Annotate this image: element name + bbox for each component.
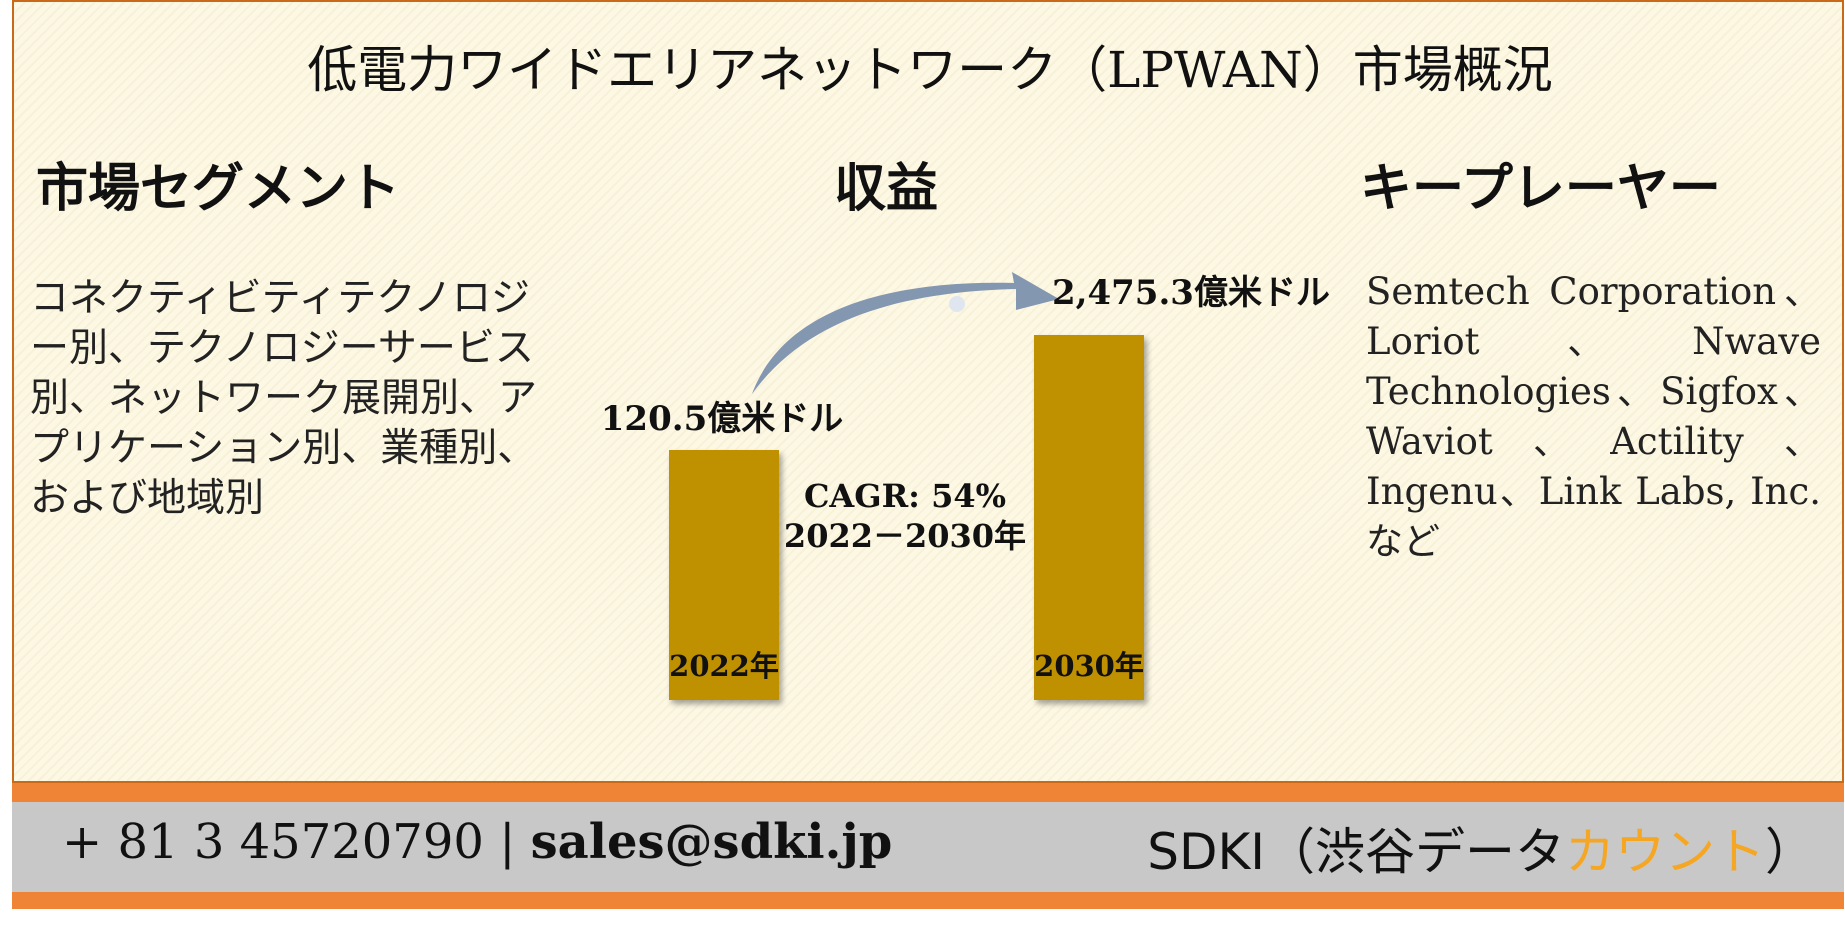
revenue-chart: 2022年 120.5億米ドル 2030年 2,475.3億米ドル CAGR: 54%… [601,272,1330,700]
revenue-heading: 収益 [834,158,939,219]
key-players-list: Semtech Corporation、Loriot、Nwave Technol… [1366,270,1821,563]
bars-group: 2022年 120.5億米ドル 2030年 2,475.3億米ドル [601,273,1330,700]
revenue-bar-0 [669,450,779,700]
players-heading: キープレーヤー [1360,158,1721,219]
growth-arrow-icon [752,272,1059,394]
segments-heading: 市場セグメント [36,158,401,219]
segments-description: コネクティビティテクノロジー別、テクノロジーサービス別、ネットワーク展開別、アプ… [30,276,538,521]
phone-number[interactable]: + 81 3 45720790 [62,814,484,870]
arrow-highlight-dot [949,296,965,312]
contact-info: + 81 3 45720790 | sales@sdki.jp [62,814,892,870]
main-panel: 低電力ワイドエリアネットワーク（LPWAN）市場概況 市場セグメント 収益 キー… [12,0,1844,783]
brand-name: SDKI（渋谷データカウント） [1147,812,1815,884]
brand-prefix: SDKI（渋谷データ [1147,823,1565,881]
cagr-label: CAGR: 54% [804,477,1006,515]
page-title: 低電力ワイドエリアネットワーク（LPWAN）市場概況 [307,41,1553,99]
footer-panel [12,802,1844,892]
brand-suffix: ） [1765,823,1815,881]
revenue-bar-1 [1034,335,1144,700]
bar-category-label-1: 2030年 [1034,649,1144,683]
contact-separator: | [499,814,516,870]
bar-value-label-0: 120.5億米ドル [601,399,843,439]
bar-value-label-1: 2,475.3億米ドル [1052,273,1330,313]
brand-accent: カウント [1565,823,1765,881]
email-link[interactable]: sales@sdki.jp [530,814,893,870]
cagr-period-label: 2022－2030年 [784,517,1026,555]
bar-category-label-0: 2022年 [669,649,779,683]
